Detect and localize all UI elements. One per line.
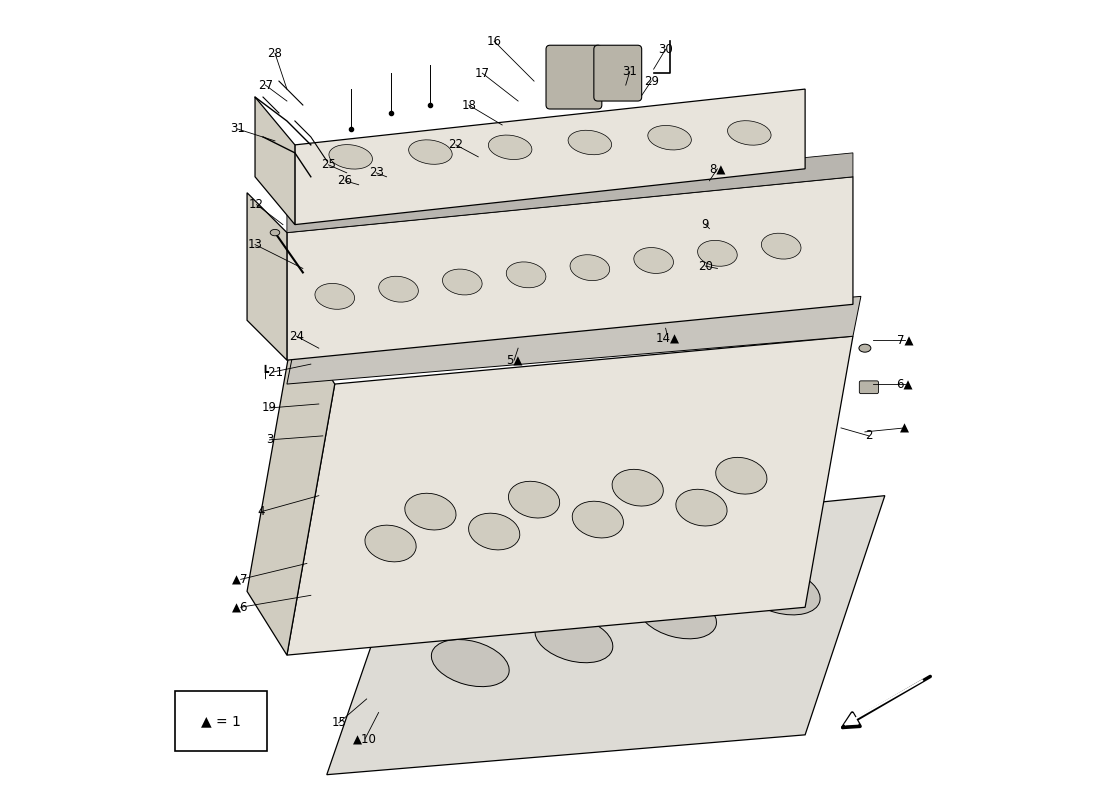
Text: 7▲: 7▲: [896, 334, 913, 346]
Text: ▲6: ▲6: [232, 601, 249, 614]
Text: 4: 4: [257, 505, 265, 518]
FancyBboxPatch shape: [594, 46, 641, 101]
FancyBboxPatch shape: [175, 691, 267, 750]
Ellipse shape: [742, 568, 821, 615]
Ellipse shape: [405, 494, 456, 530]
Text: ▲ = 1: ▲ = 1: [201, 714, 241, 728]
Ellipse shape: [568, 130, 612, 154]
Polygon shape: [287, 336, 852, 655]
Text: ┡21: ┡21: [262, 365, 284, 379]
Text: 17: 17: [475, 66, 490, 80]
Text: ▲: ▲: [900, 422, 910, 434]
Text: ▲10: ▲10: [353, 732, 377, 746]
Text: 30: 30: [658, 42, 673, 56]
Polygon shape: [327, 496, 884, 774]
Ellipse shape: [315, 283, 354, 310]
Text: 27: 27: [257, 78, 273, 91]
Text: 15: 15: [331, 716, 346, 730]
Ellipse shape: [329, 145, 373, 169]
Ellipse shape: [697, 240, 737, 266]
Text: 5▲: 5▲: [506, 354, 522, 366]
Ellipse shape: [378, 276, 418, 302]
Ellipse shape: [271, 230, 279, 236]
FancyBboxPatch shape: [859, 381, 879, 394]
Polygon shape: [248, 193, 287, 360]
Ellipse shape: [675, 490, 727, 526]
Text: 31: 31: [623, 65, 637, 78]
Polygon shape: [287, 296, 861, 384]
Ellipse shape: [761, 234, 801, 259]
Text: 13: 13: [248, 238, 263, 251]
Polygon shape: [295, 89, 805, 225]
Text: 18: 18: [461, 98, 476, 111]
Ellipse shape: [634, 247, 673, 274]
Text: 22: 22: [449, 138, 463, 151]
Text: 28: 28: [267, 46, 283, 60]
Ellipse shape: [612, 470, 663, 506]
Polygon shape: [287, 153, 852, 233]
Ellipse shape: [570, 254, 609, 281]
Polygon shape: [255, 97, 295, 225]
Text: 8▲: 8▲: [710, 162, 726, 175]
Text: 19: 19: [262, 402, 277, 414]
Text: 24: 24: [289, 330, 304, 342]
Text: 9: 9: [702, 218, 710, 231]
Text: 16: 16: [486, 34, 502, 48]
Ellipse shape: [572, 502, 624, 538]
Ellipse shape: [365, 525, 416, 562]
Text: 20: 20: [698, 259, 713, 273]
Text: ▲7: ▲7: [232, 573, 249, 586]
Ellipse shape: [508, 482, 560, 518]
Text: 3: 3: [266, 434, 273, 446]
Ellipse shape: [727, 121, 771, 145]
Polygon shape: [287, 177, 852, 360]
Ellipse shape: [488, 135, 532, 159]
Text: 23: 23: [368, 166, 384, 179]
Ellipse shape: [648, 126, 692, 150]
Text: 12: 12: [249, 198, 264, 211]
Ellipse shape: [639, 592, 716, 639]
Polygon shape: [248, 320, 334, 655]
Text: 31: 31: [230, 122, 245, 135]
Text: 26: 26: [338, 174, 353, 187]
Text: 2: 2: [865, 430, 872, 442]
Ellipse shape: [506, 262, 546, 288]
Text: 14▲: 14▲: [656, 331, 680, 344]
Ellipse shape: [859, 344, 871, 352]
Ellipse shape: [469, 513, 520, 550]
Ellipse shape: [716, 458, 767, 494]
Ellipse shape: [535, 616, 613, 662]
Ellipse shape: [431, 639, 509, 686]
Text: 25: 25: [321, 158, 336, 171]
Text: 6▲: 6▲: [896, 378, 913, 390]
Ellipse shape: [408, 140, 452, 164]
FancyBboxPatch shape: [546, 46, 602, 109]
Text: 29: 29: [644, 74, 659, 88]
Ellipse shape: [442, 269, 482, 295]
